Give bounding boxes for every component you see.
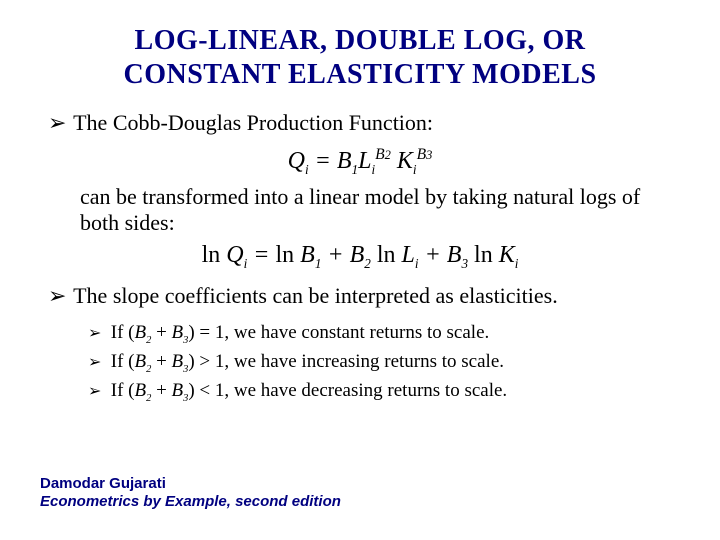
title-line-1: LOG-LINEAR, DOUBLE LOG, OR (135, 25, 586, 56)
plus: + (151, 322, 171, 343)
b2-symbol: B (134, 322, 146, 343)
bullet-elasticities: ➢ The slope coefficients can be interpre… (40, 282, 680, 311)
bullet-cobb-douglas: ➢ The Cobb-Douglas Production Function: (40, 109, 680, 138)
sub-bullet-constant-returns: ➢ If (B2 + B3) = 1, we have constant ret… (40, 319, 680, 348)
sub3-rest: ) < 1, we have decreasing returns to sca… (188, 380, 507, 401)
b3-symbol: B (172, 351, 184, 372)
b2-symbol: B (134, 380, 146, 401)
b3-symbol: B (172, 322, 184, 343)
b3-symbol: B (172, 380, 184, 401)
slide-title: LOG-LINEAR, DOUBLE LOG, OR CONSTANT ELAS… (40, 24, 680, 91)
footer-book: Econometrics by Example, second edition (40, 493, 341, 512)
arrow-icon: ➢ (48, 109, 68, 138)
equation-1-content: Qi = B1LiB2 KiB3 (288, 148, 433, 174)
footer-author: Damodar Gujarati (40, 475, 341, 494)
plus: + (151, 380, 171, 401)
equation-log-linear: ln Qi = ln B1 + B2 ln Li + B3 ln Ki (40, 242, 680, 272)
equation-cobb-douglas: Qi = B1LiB2 KiB3 (40, 146, 680, 178)
bullet-2-text: The slope coefficients can be interprete… (73, 283, 558, 308)
sub-bullet-increasing-returns: ➢ If (B2 + B3) > 1, we have increasing r… (40, 348, 680, 377)
continuation-text: can be transformed into a linear model b… (80, 184, 680, 237)
slide-footer: Damodar Gujarati Econometrics by Example… (40, 475, 341, 513)
sub2-rest: ) > 1, we have increasing returns to sca… (188, 351, 504, 372)
arrow-icon: ➢ (88, 351, 106, 374)
arrow-icon: ➢ (88, 380, 106, 403)
sub2-prefix: If ( (111, 351, 135, 372)
arrow-icon: ➢ (48, 282, 68, 311)
bullet-1-text: The Cobb-Douglas Production Function: (73, 110, 433, 135)
sub1-rest: ) = 1, we have constant returns to scale… (188, 322, 489, 343)
equation-2-content: ln Qi = ln B1 + B2 ln Li + B3 ln Ki (202, 242, 519, 268)
plus: + (151, 351, 171, 372)
arrow-icon: ➢ (88, 322, 106, 345)
sub3-prefix: If ( (111, 380, 135, 401)
title-line-2: CONSTANT ELASTICITY MODELS (123, 59, 596, 90)
sub1-prefix: If ( (111, 322, 135, 343)
sub-bullet-decreasing-returns: ➢ If (B2 + B3) < 1, we have decreasing r… (40, 377, 680, 406)
b2-symbol: B (134, 351, 146, 372)
